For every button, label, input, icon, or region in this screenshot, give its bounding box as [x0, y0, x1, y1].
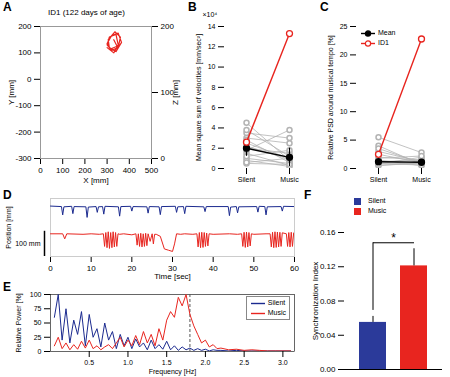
html-text:ID1 (122 days of age): ID1 (122 days of age) [48, 8, 125, 17]
html-text:E: E [3, 280, 11, 294]
svg-text:75: 75 [34, 305, 42, 312]
html-text:D: D [3, 188, 12, 202]
html-text:A: A [3, 0, 12, 14]
svg-text:500: 500 [145, 166, 159, 175]
html-text:Music: Music [267, 309, 286, 316]
svg-text:10: 10 [208, 63, 216, 70]
svg-text:200: 200 [78, 166, 92, 175]
svg-text:15: 15 [340, 80, 348, 87]
svg-text:Time [sec]: Time [sec] [154, 272, 191, 281]
svg-text:Music: Music [280, 176, 299, 183]
svg-text:0.04: 0.04 [320, 331, 336, 340]
svg-text:1.5: 1.5 [162, 359, 172, 366]
svg-text:1.0: 1.0 [123, 359, 133, 366]
svg-text:0: 0 [344, 165, 348, 172]
svg-text:3.0: 3.0 [278, 359, 288, 366]
svg-text:10: 10 [340, 108, 348, 115]
html-text:Silent: Silent [368, 197, 386, 204]
svg-text:0: 0 [38, 166, 43, 175]
svg-text:8: 8 [212, 84, 216, 91]
svg-text:Position [mm]: Position [mm] [5, 206, 13, 248]
html-text:Music: Music [368, 207, 387, 214]
svg-text:2: 2 [212, 144, 216, 151]
svg-text:60: 60 [290, 264, 299, 273]
svg-text:-100: -100 [15, 101, 32, 110]
svg-text:200: 200 [18, 22, 32, 31]
svg-text:100: 100 [160, 88, 174, 98]
svg-text:4: 4 [212, 124, 216, 131]
svg-text:Synchronization Index: Synchronization Index [311, 262, 320, 341]
svg-text:-200: -200 [15, 128, 32, 137]
html-text:C: C [320, 0, 329, 14]
svg-text:25: 25 [340, 23, 348, 30]
svg-text:X [mm]: X [mm] [83, 176, 108, 185]
svg-text:100 mm: 100 mm [15, 240, 40, 247]
svg-text:Mean square sum of velocities: Mean square sum of velocities [mm/sec²] [195, 34, 203, 161]
svg-text:×10⁴: ×10⁴ [203, 11, 218, 18]
html-text:F: F [304, 188, 312, 202]
svg-text:100: 100 [56, 166, 70, 175]
svg-text:0.08: 0.08 [320, 297, 336, 306]
svg-text:Z [mm]: Z [mm] [171, 80, 180, 105]
svg-text:100: 100 [18, 48, 32, 57]
svg-text:20: 20 [340, 51, 348, 58]
svg-text:-300: -300 [15, 154, 32, 163]
svg-text:40: 40 [209, 264, 218, 273]
svg-text:2.0: 2.0 [201, 359, 211, 366]
svg-text:50: 50 [34, 319, 42, 326]
svg-text:*: * [391, 231, 396, 245]
html-text:Mean: Mean [378, 29, 396, 36]
svg-text:10: 10 [87, 264, 96, 273]
svg-text:Silent: Silent [370, 176, 388, 183]
svg-text:14: 14 [208, 23, 216, 30]
html-text:B: B [188, 0, 197, 14]
svg-text:Silent: Silent [238, 176, 256, 183]
svg-text:0: 0 [27, 75, 32, 84]
svg-text:5: 5 [344, 136, 348, 143]
svg-text:100: 100 [30, 291, 42, 298]
svg-text:2.5: 2.5 [239, 359, 249, 366]
svg-text:Relative PSD around musical te: Relative PSD around musical tempo [%] [327, 35, 335, 160]
html-text:ID1: ID1 [378, 39, 389, 46]
svg-text:0.5: 0.5 [84, 359, 94, 366]
svg-text:50: 50 [249, 264, 258, 273]
svg-text:0.12: 0.12 [320, 262, 336, 271]
svg-text:12: 12 [208, 43, 216, 50]
svg-text:400: 400 [123, 166, 137, 175]
svg-text:20: 20 [127, 264, 136, 273]
svg-text:Music: Music [412, 176, 431, 183]
svg-text:0: 0 [38, 348, 42, 355]
svg-text:0.00: 0.00 [320, 365, 336, 374]
svg-text:0: 0 [161, 154, 166, 163]
svg-text:0.16: 0.16 [320, 228, 336, 237]
svg-text:25: 25 [34, 333, 42, 340]
svg-text:200: 200 [161, 22, 175, 31]
svg-text:0: 0 [212, 165, 216, 172]
svg-text:Relative Power [%]: Relative Power [%] [15, 293, 23, 352]
svg-text:300: 300 [100, 166, 114, 175]
svg-text:6: 6 [212, 104, 216, 111]
svg-text:Frequency [Hz]: Frequency [Hz] [149, 368, 197, 376]
svg-text:0: 0 [48, 264, 53, 273]
svg-text:Y [mm]: Y [mm] [7, 80, 16, 105]
svg-text:30: 30 [168, 264, 177, 274]
html-text:Silent: Silent [267, 299, 286, 306]
